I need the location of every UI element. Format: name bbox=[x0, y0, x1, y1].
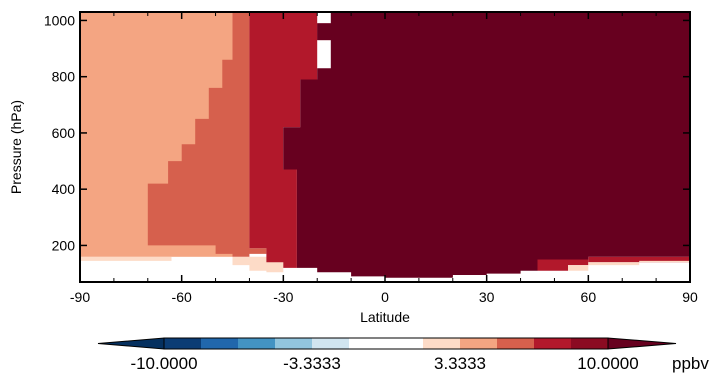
x-tick-label: 90 bbox=[682, 289, 698, 305]
heatmap-region-light-10 bbox=[639, 260, 690, 263]
colorbar-swatch bbox=[237, 338, 276, 349]
x-tick-label: -30 bbox=[273, 289, 293, 305]
x-axis-title: Latitude bbox=[360, 309, 410, 325]
colorbar-swatch bbox=[570, 338, 609, 349]
x-tick-label: -90 bbox=[70, 289, 90, 305]
y-axis: 200 400 600 800 1000 bbox=[44, 12, 690, 253]
colorbar-unit: ppbv bbox=[672, 354, 709, 373]
y-axis-title: Pressure (hPa) bbox=[8, 100, 24, 194]
colorbar-swatch bbox=[275, 338, 313, 349]
colorbar-extend-high bbox=[607, 337, 677, 350]
colorbar bbox=[97, 337, 677, 350]
colorbar-frame bbox=[163, 337, 609, 350]
x-axis: -90 -60 -30 0 30 60 90 bbox=[70, 12, 698, 305]
y-tick-label: 1000 bbox=[44, 12, 75, 28]
heatmap-region-red-6 bbox=[537, 259, 589, 271]
y-tick-label: 400 bbox=[52, 181, 76, 197]
heatmap-region-mid-2 bbox=[147, 12, 267, 257]
colorbar-swatch bbox=[423, 338, 461, 349]
colorbar-tick-label: -10.0000 bbox=[130, 354, 197, 373]
x-tick-label: 0 bbox=[381, 289, 389, 305]
colorbar-extend-low bbox=[97, 337, 165, 350]
heatmap-plot-area bbox=[80, 12, 690, 282]
colorbar-swatch bbox=[348, 338, 424, 349]
x-tick-label: 30 bbox=[479, 289, 495, 305]
heatmap-region-light-0 bbox=[80, 255, 284, 273]
colorbar-tick-labels: -10.0000 -3.3333 3.3333 10.0000 bbox=[130, 354, 638, 373]
heatmap-region-light-9 bbox=[588, 262, 640, 266]
colorbar-swatch bbox=[201, 338, 239, 349]
colorbar-swatch bbox=[534, 338, 572, 349]
colorbar-swatch bbox=[497, 338, 535, 349]
y-tick-label: 600 bbox=[52, 125, 76, 141]
heatmap-region-dark-11 bbox=[283, 12, 690, 278]
colorbar-swatch bbox=[312, 338, 350, 349]
x-tick-label: 60 bbox=[581, 289, 597, 305]
colorbar-tick-label: -3.3333 bbox=[283, 354, 341, 373]
colorbar-swatch bbox=[459, 338, 498, 349]
colorbar-swatch bbox=[164, 338, 202, 349]
y-tick-label: 200 bbox=[52, 237, 76, 253]
colorbar-tick-label: 3.3333 bbox=[434, 354, 486, 373]
heatmap-region-light-8 bbox=[568, 265, 589, 271]
y-tick-label: 800 bbox=[52, 69, 76, 85]
colorbar-tick-label: 10.0000 bbox=[577, 354, 638, 373]
x-tick-label: -60 bbox=[172, 289, 192, 305]
